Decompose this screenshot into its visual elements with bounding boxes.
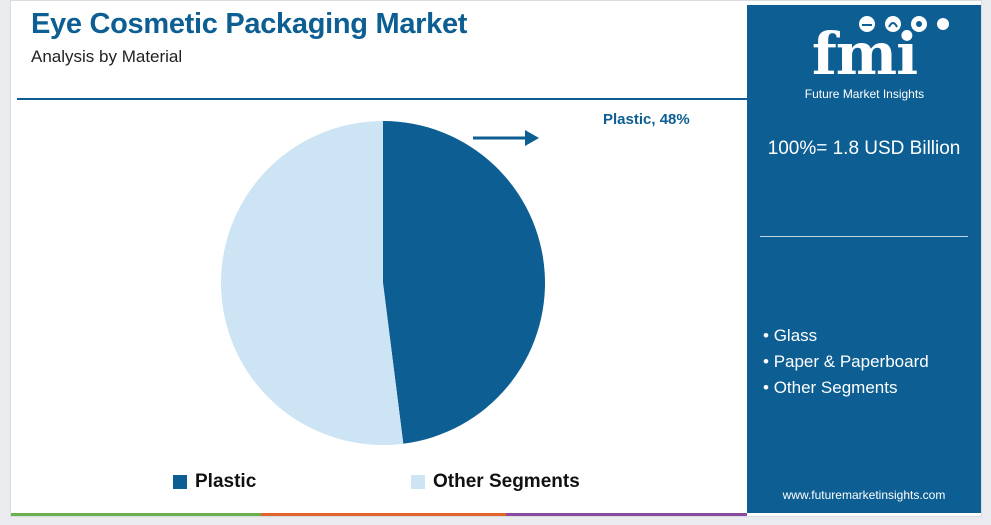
other-segments-list: • Glass • Paper & Paperboard • Other Seg… [763, 323, 929, 401]
logo-wordmark: fmi [811, 20, 918, 88]
list-item: • Other Segments [763, 378, 898, 397]
list-item: • Glass [763, 326, 818, 345]
legend-item-other-segments: Other Segments [411, 471, 580, 493]
legend-label-plastic: Plastic [195, 471, 257, 492]
pie-callout-plastic: Plastic, 48% [603, 111, 690, 128]
pie-chart [221, 121, 546, 445]
market-total: 100%= 1.8 USD Billion [767, 138, 961, 159]
pie-slice-plastic [383, 121, 546, 444]
chart-card: Eye Cosmetic Packaging Market Analysis b… [10, 0, 982, 517]
title-divider [17, 98, 747, 100]
footer-stripe-green [11, 513, 261, 516]
footer-stripe-orange [261, 513, 506, 516]
callout-arrow-icon [473, 130, 539, 146]
legend-swatch-other-segments [411, 475, 425, 489]
website-link[interactable]: www.futuremarketinsights.com [782, 488, 946, 502]
logo-subtitle: Future Market Insights [804, 87, 925, 101]
legend-swatch-plastic [173, 475, 187, 489]
sidebar-divider [760, 236, 968, 237]
list-item: • Paper & Paperboard [763, 352, 929, 371]
footer-stripe-purple [506, 513, 747, 516]
chart-title: Eye Cosmetic Packaging Market [31, 8, 468, 40]
fmi-logo: fmi Future Market Insights [777, 13, 952, 103]
pie-slice-other-segments [221, 121, 404, 445]
sidebar-panel: fmi Future Market Insights 100%= 1.8 USD… [747, 5, 981, 513]
legend-label-other-segments: Other Segments [433, 471, 580, 492]
chart-subtitle: Analysis by Material [31, 47, 183, 66]
logo-icons [859, 16, 949, 32]
legend-item-plastic: Plastic [173, 471, 256, 493]
